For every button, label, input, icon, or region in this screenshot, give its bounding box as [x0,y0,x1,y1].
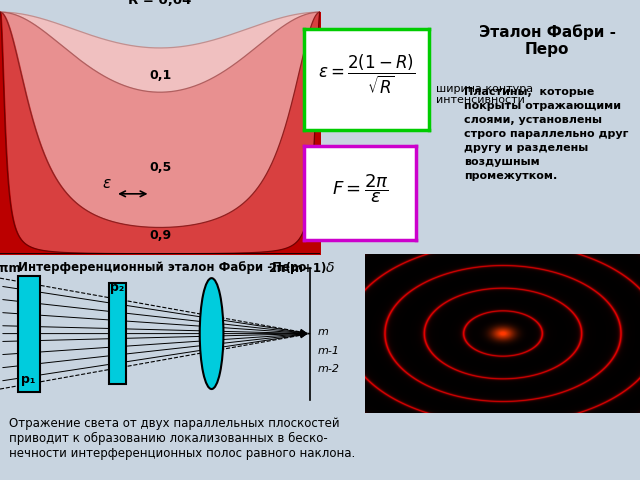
Text: 0,9: 0,9 [149,228,171,241]
Bar [18,276,40,392]
Bar [109,283,126,384]
Text: ширина контура
интенсивности: ширина контура интенсивности [436,84,533,105]
Text: m-2: m-2 [317,364,339,374]
Ellipse shape [200,278,223,389]
Text: Эталон Фабри -
Перо: Эталон Фабри - Перо [479,24,616,58]
Text: m-1: m-1 [317,346,339,356]
Text: ε: ε [102,177,110,192]
Text: Интерференционный эталон Фабри -Перо: Интерференционный эталон Фабри -Перо [18,261,307,274]
Text: p₂: p₂ [110,281,125,294]
Text: m: m [317,327,328,337]
Text: p₁: p₁ [21,373,36,386]
Text: δ: δ [325,261,334,275]
Text: $\varepsilon=\dfrac{2(1-R)}{\sqrt{R}}$: $\varepsilon=\dfrac{2(1-R)}{\sqrt{R}}$ [317,52,415,96]
Text: R = 0,04: R = 0,04 [128,0,192,7]
Text: 0,1: 0,1 [149,69,171,82]
Text: Отражение света от двух параллельных плоскостей
приводит к образованию локализов: Отражение света от двух параллельных пло… [9,418,355,460]
Text: $F=\dfrac{2\pi}{\varepsilon}$: $F=\dfrac{2\pi}{\varepsilon}$ [332,172,388,205]
Text: 2πm: 2πm [0,262,21,275]
Text: 2π(m+1): 2π(m+1) [268,262,327,275]
Text: Резкость интерферен-
ционных полос: Резкость интерферен- ционных полос [422,257,555,279]
Text: 0,5: 0,5 [149,161,171,174]
Text: Пластины,  которые
покрыты отражающими
слоями, установлены
строго параллельно др: Пластины, которые покрыты отражающими сл… [463,87,628,181]
